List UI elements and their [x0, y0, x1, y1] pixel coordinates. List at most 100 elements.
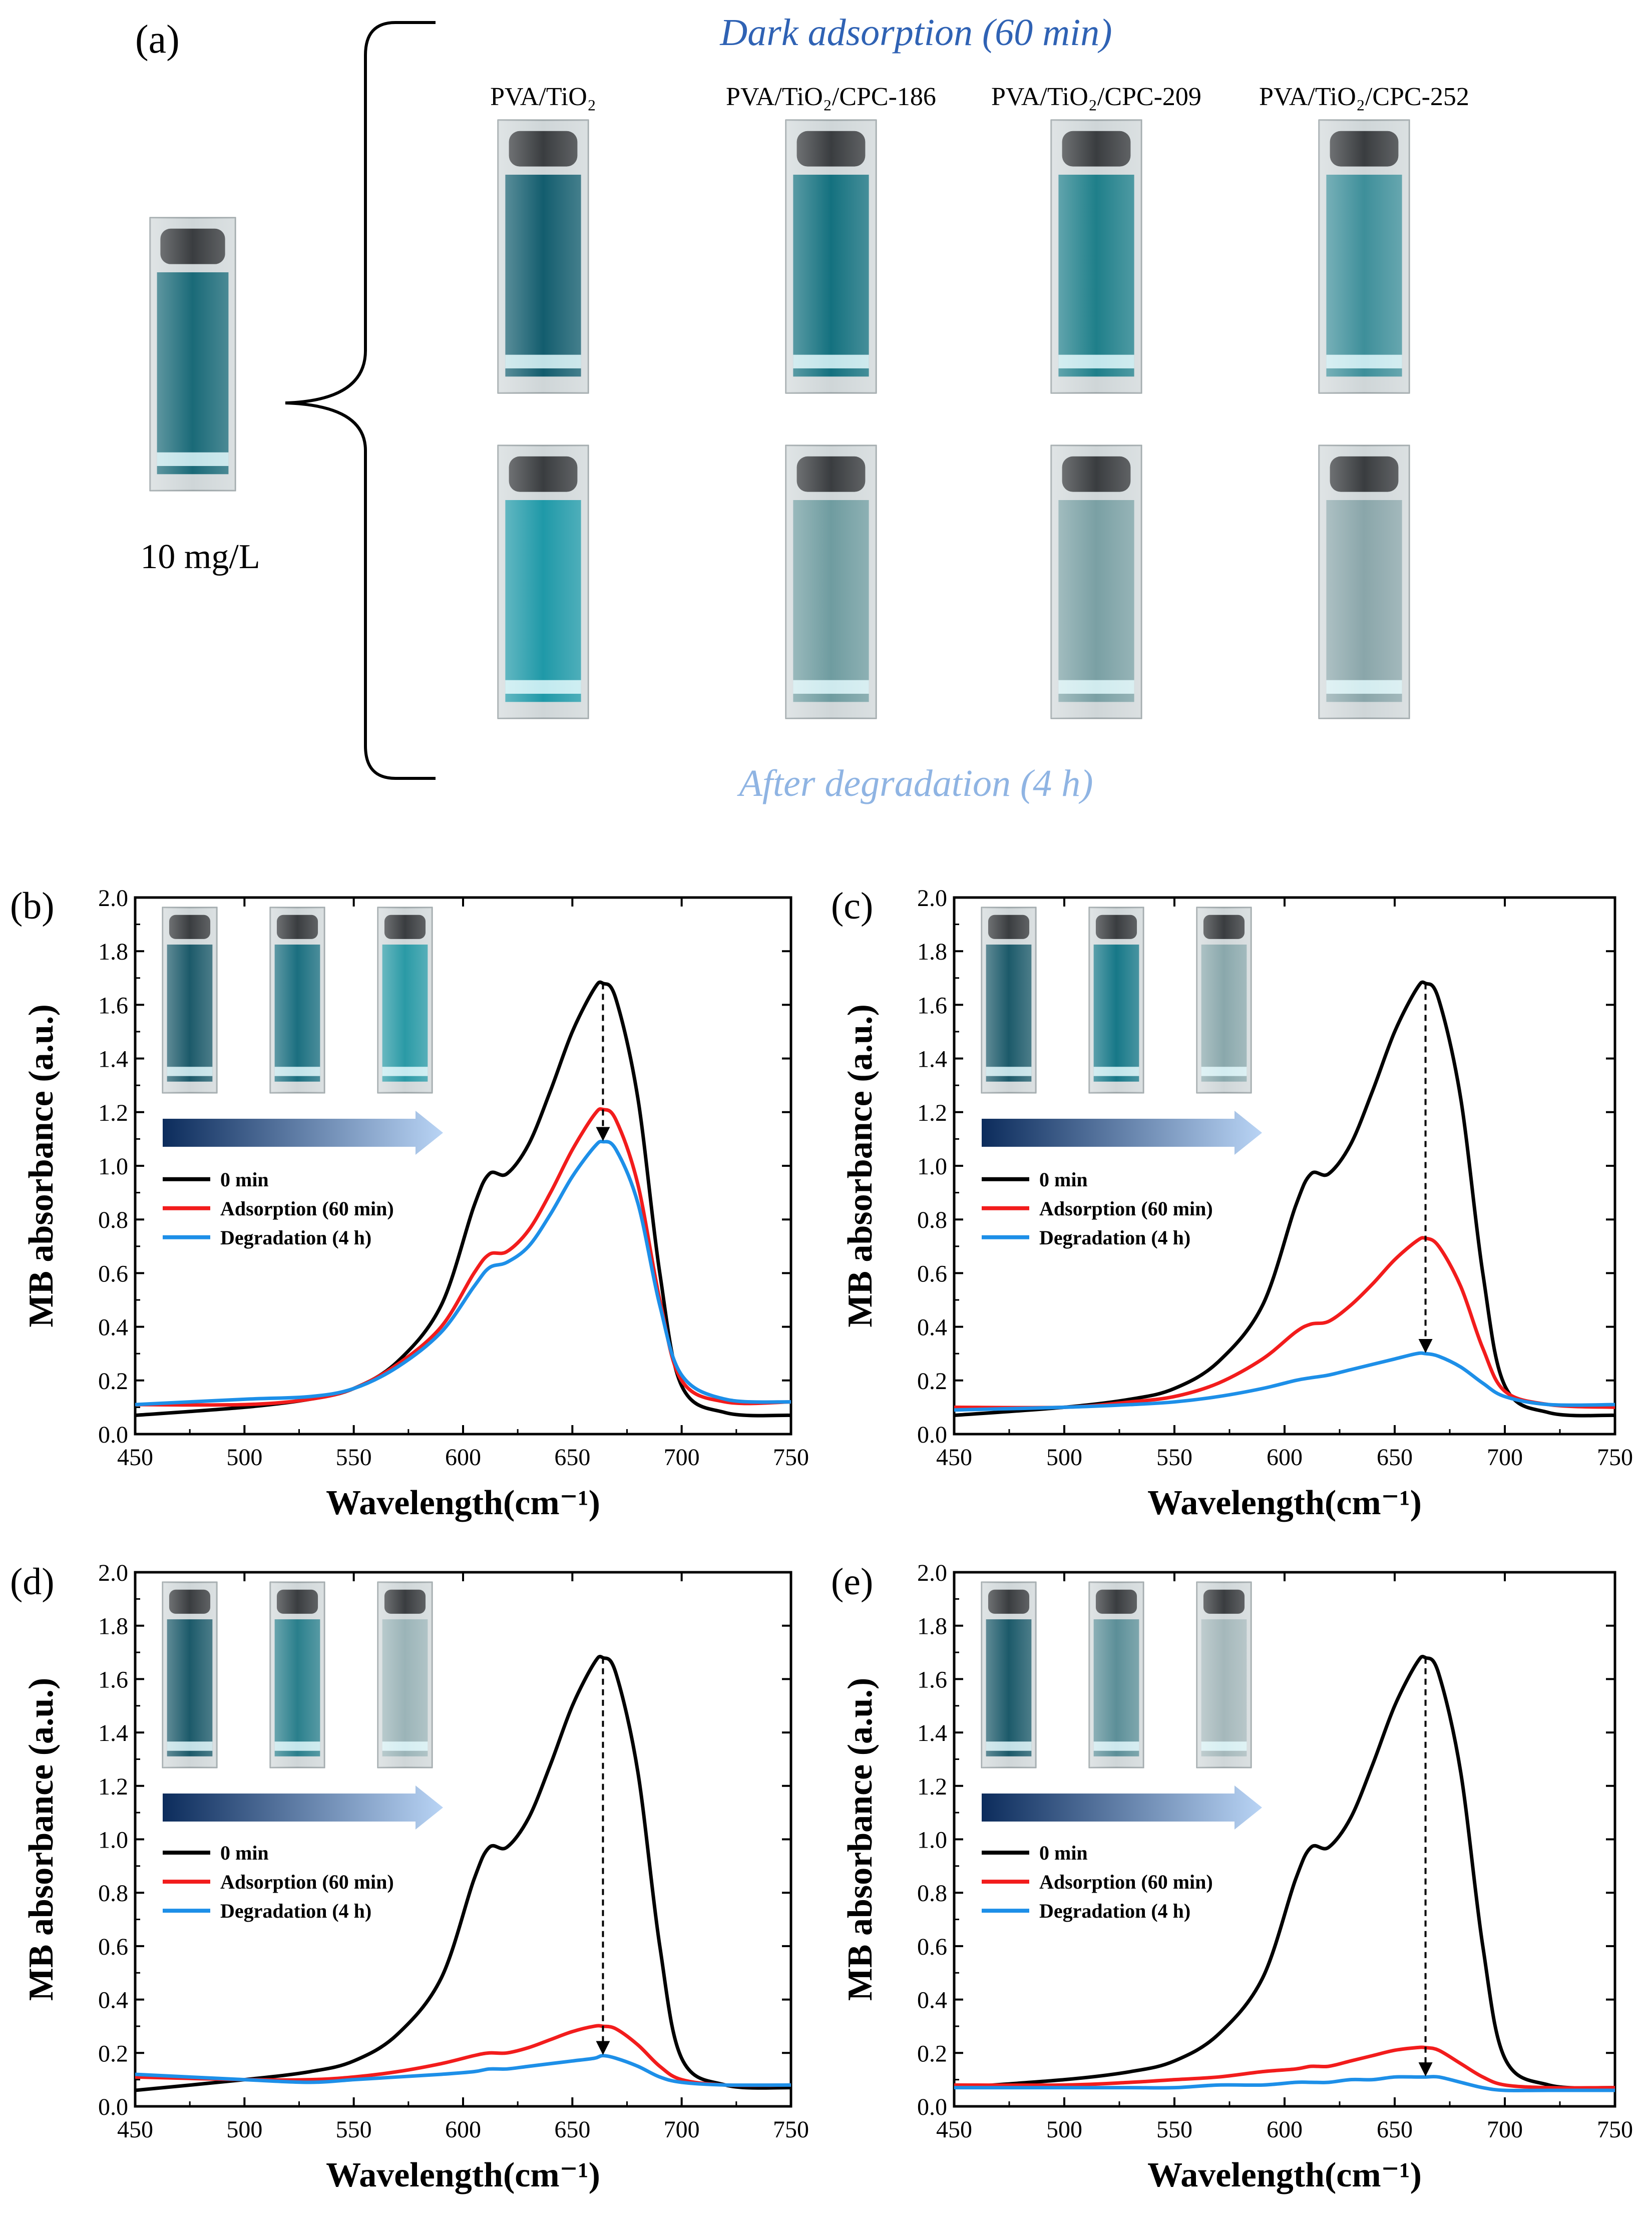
stock-cuvette	[149, 217, 236, 492]
y-tick-label: 1.0	[917, 1153, 947, 1180]
x-tick-label: 600	[1267, 2116, 1303, 2143]
plot-frame	[953, 896, 1616, 1436]
x-tick-label: 650	[554, 1444, 590, 1471]
x-tick-label: 650	[554, 2116, 590, 2143]
panel-a: (a) 10 mg/L Dark adsorption (60 min) Aft…	[135, 12, 1469, 804]
x-tick-label: 750	[773, 1444, 809, 1471]
process-arrow	[163, 1111, 443, 1155]
x-tick-label: 650	[1377, 2116, 1413, 2143]
y-tick-label: 0.4	[917, 1987, 947, 2014]
y-tick-label: 1.8	[98, 1613, 128, 1640]
x-axis-label: Wavelength(cm⁻¹)	[1147, 1484, 1422, 1522]
dark-cuvette-4	[1318, 119, 1410, 394]
y-tick-label: 0.4	[917, 1314, 947, 1341]
legend-label: Degradation (4 h)	[1039, 1226, 1190, 1249]
panel-label: (d)	[10, 1561, 55, 1603]
y-tick-label: 0.8	[917, 1880, 947, 1907]
legend-label: Adsorption (60 min)	[1039, 1871, 1213, 1893]
y-tick-label: 1.6	[917, 992, 947, 1019]
dark-cuvette-2	[785, 119, 877, 394]
y-tick-label: 1.0	[917, 1827, 947, 1854]
process-arrow	[163, 1786, 443, 1830]
x-tick-label: 450	[936, 1444, 972, 1471]
y-tick-label: 1.6	[98, 992, 128, 1019]
legend-label: Adsorption (60 min)	[220, 1197, 394, 1220]
panel-label: (b)	[10, 885, 55, 927]
x-tick-label: 700	[1487, 2116, 1523, 2143]
process-arrow	[982, 1111, 1262, 1155]
y-tick-label: 1.4	[917, 1720, 947, 1746]
after-degradation-caption: After degradation (4 h)	[736, 762, 1093, 804]
y-tick-label: 1.4	[917, 1046, 947, 1073]
series-line-degradation-4-h	[954, 2075, 1615, 2092]
inset-cuvette-3	[377, 1581, 433, 1768]
chart-panel-2: (c) 0.0 0.2 0.4 0.6 0.8 1.0 1.2 1.4 1.6 1.8 2.0 450 5…	[831, 885, 1633, 1522]
y-tick-label: 2.0	[98, 1560, 128, 1586]
panel-a-label: (a)	[135, 18, 180, 62]
series-line-0-min	[135, 1654, 791, 2092]
inset-cuvette-3	[1196, 1581, 1252, 1768]
inset-cuvette-1	[162, 1581, 218, 1768]
y-tick-label: 0.4	[98, 1314, 128, 1341]
x-tick-label: 700	[664, 1444, 700, 1471]
y-tick-label: 0.0	[98, 2094, 128, 2120]
y-axis-label: MB absorbance (a.u.)	[841, 1004, 880, 1327]
y-axis-label: MB absorbance (a.u.)	[841, 1678, 880, 2001]
inset-cuvette-2	[1088, 1581, 1144, 1768]
inset-cuvette-1	[981, 907, 1037, 1094]
y-tick-label: 1.8	[98, 939, 128, 965]
y-tick-label: 0.8	[917, 1207, 947, 1233]
legend-label: 0 min	[1039, 1842, 1088, 1864]
x-axis-label: Wavelength(cm⁻¹)	[1147, 2156, 1422, 2194]
y-tick-label: 1.2	[98, 1773, 128, 1800]
y-tick-label: 1.4	[98, 1046, 128, 1073]
legend-label: 0 min	[220, 1842, 269, 1864]
inset-cuvette-1	[981, 1581, 1037, 1768]
inset-cuvette-1	[162, 907, 218, 1094]
x-tick-label: 450	[117, 2116, 153, 2143]
y-tick-label: 1.0	[98, 1153, 128, 1180]
series-line-degradation-4-h	[135, 2054, 791, 2087]
inset-cuvette-3	[377, 907, 433, 1094]
x-tick-label: 600	[445, 2116, 481, 2143]
y-tick-label: 0.6	[917, 1934, 947, 1960]
y-tick-label: 0.2	[98, 2040, 128, 2067]
chart-panel-4: (e) 0.0 0.2 0.4 0.6 0.8 1.0 1.2 1.4 1.6 1.8 2.0 450 5…	[831, 1560, 1633, 2194]
after-cuvette-4	[1318, 444, 1410, 719]
sample-label-4: PVA/TiO₂/CPC-252	[1259, 83, 1469, 111]
y-tick-label: 0.2	[917, 2040, 947, 2067]
chart-panel-3: (d) 0.0 0.2 0.4 0.6 0.8 1.0 1.2 1.4 1.6 1.8 2.0 450 5…	[10, 1560, 809, 2194]
y-tick-label: 0.0	[98, 1422, 128, 1448]
plot-frame	[953, 1571, 1616, 2108]
x-tick-label: 650	[1377, 1444, 1413, 1471]
sample-label-2: PVA/TiO₂/CPC-186	[726, 83, 936, 111]
panel-label: (e)	[831, 1561, 873, 1603]
x-tick-label: 750	[773, 2116, 809, 2143]
x-tick-label: 550	[1156, 1444, 1192, 1471]
x-tick-label: 750	[1597, 2116, 1633, 2143]
x-tick-label: 600	[445, 1444, 481, 1471]
legend-label: Adsorption (60 min)	[1039, 1197, 1213, 1220]
series-line-0-min	[954, 980, 1615, 1418]
series-line-degradation-4-h	[954, 1351, 1615, 1412]
y-tick-label: 1.8	[917, 939, 947, 965]
sample-label-1: PVA/TiO₂	[490, 83, 596, 111]
after-cuvette-1	[497, 444, 589, 719]
y-tick-label: 1.4	[98, 1720, 128, 1746]
series-line-adsorption-60-min	[954, 1236, 1615, 1410]
inset-cuvette-2	[1088, 907, 1144, 1094]
stock-cuvette-body	[149, 217, 236, 492]
sample-bracket	[285, 21, 436, 780]
y-tick-label: 0.2	[917, 1368, 947, 1395]
legend-label: Degradation (4 h)	[220, 1900, 371, 1922]
x-tick-label: 550	[336, 2116, 372, 2143]
x-tick-label: 550	[336, 1444, 372, 1471]
series-line-degradation-4-h	[135, 1139, 791, 1407]
y-tick-label: 1.8	[917, 1613, 947, 1640]
dark-cuvette-1	[497, 119, 589, 394]
y-axis-label: MB absorbance (a.u.)	[22, 1004, 61, 1327]
legend-label: 0 min	[220, 1168, 269, 1191]
legend-label: Degradation (4 h)	[220, 1226, 371, 1249]
inset-cuvette-3	[1196, 907, 1252, 1094]
y-tick-label: 1.2	[917, 1773, 947, 1800]
